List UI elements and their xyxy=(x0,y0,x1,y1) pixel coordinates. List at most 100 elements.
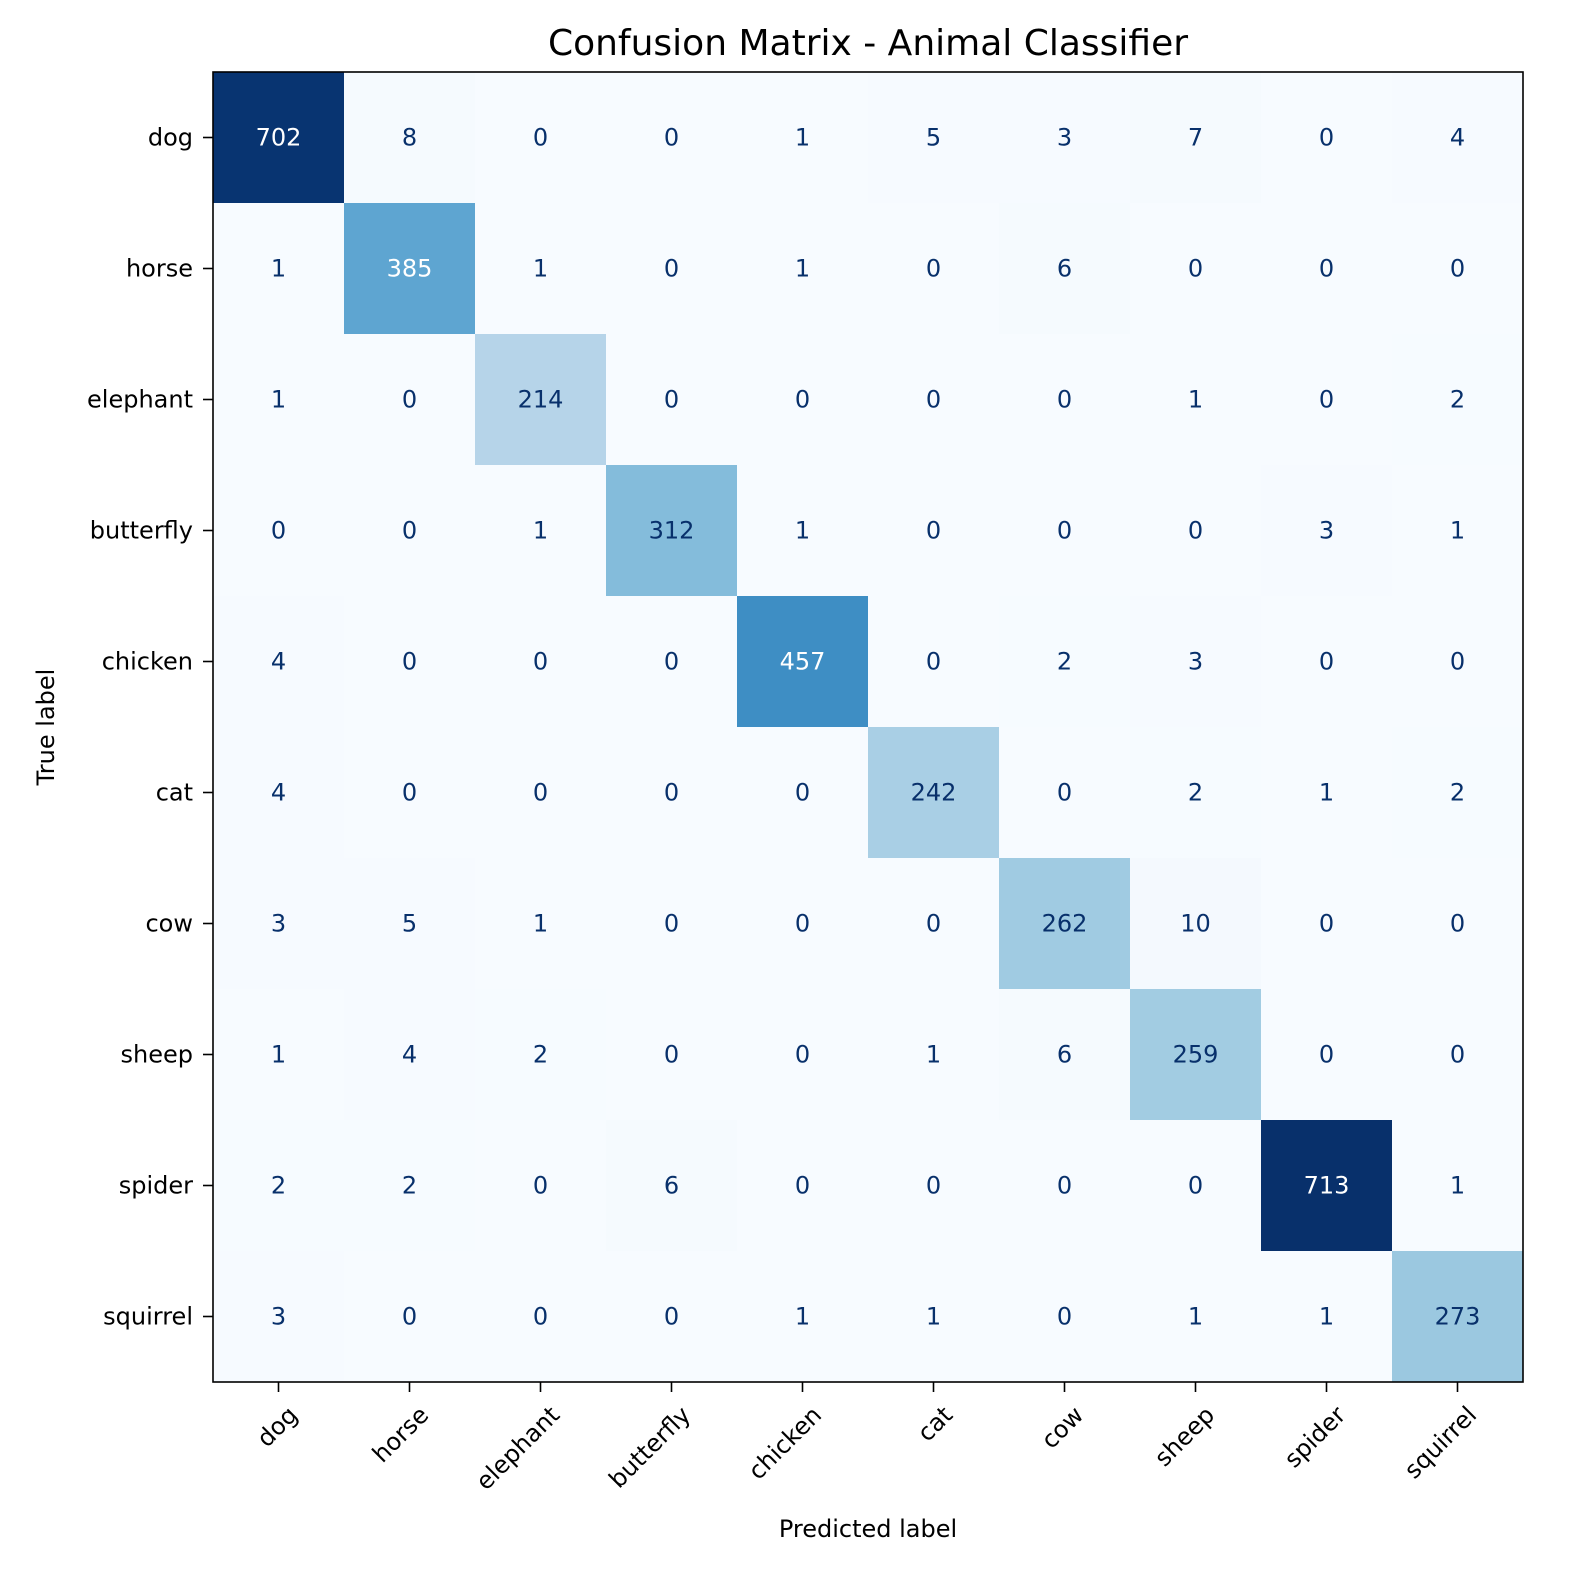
cell-value-label: 1 xyxy=(795,517,810,545)
cell-value-label: 0 xyxy=(664,779,679,807)
cell-value-label: 312 xyxy=(649,517,695,545)
heatmap-cell-cat-butterfly xyxy=(606,727,738,859)
cell-value-label: 0 xyxy=(1450,255,1465,283)
cell-value-label: 0 xyxy=(1319,386,1334,414)
heatmap-cell-chicken-chicken xyxy=(737,596,869,728)
heatmap-cell-chicken-squirrel xyxy=(1392,596,1524,728)
cell-value-label: 0 xyxy=(926,517,941,545)
cell-value-label: 0 xyxy=(402,648,417,676)
heatmap-cell-cat-sheep xyxy=(1130,727,1262,859)
cell-value-label: 0 xyxy=(1319,910,1334,938)
cell-value-label: 0 xyxy=(795,386,810,414)
x-tick-label-spider: spider xyxy=(1279,1401,1351,1473)
cell-value-label: 1 xyxy=(926,1041,941,1069)
cell-value-label: 0 xyxy=(664,386,679,414)
cell-value-label: 0 xyxy=(1057,386,1072,414)
cell-value-label: 214 xyxy=(518,386,564,414)
heatmap-cell-squirrel-chicken xyxy=(737,1251,869,1383)
heatmap-cells xyxy=(213,72,1524,1383)
heatmap-cell-cow-chicken xyxy=(737,858,869,990)
heatmap-cell-horse-horse xyxy=(344,203,476,335)
heatmap-cell-spider-squirrel xyxy=(1392,1120,1524,1252)
heatmap-cell-cow-spider xyxy=(1261,858,1393,990)
cell-value-label: 1 xyxy=(1319,779,1334,807)
y-tick-label-horse: horse xyxy=(126,255,193,283)
x-tick-label-squirrel: squirrel xyxy=(1399,1401,1482,1484)
heatmap-cell-squirrel-horse xyxy=(344,1251,476,1383)
y-axis-label: True label xyxy=(32,669,60,787)
cell-value-labels: 702 8 0 0 1 5 3 7 0 41 385 1 0 1 0 6 0 0 01 0 214 0 0 0 0 1 0 20 0 1 3… xyxy=(256,124,1481,1331)
cell-value-label: 6 xyxy=(664,1172,679,1200)
cell-value-label: 0 xyxy=(402,517,417,545)
heatmap-cell-chicken-sheep xyxy=(1130,596,1262,728)
heatmap-cell-squirrel-dog xyxy=(213,1251,345,1383)
cell-value-label: 0 xyxy=(664,648,679,676)
cell-value-label: 2 xyxy=(1057,648,1072,676)
heatmap-cell-cow-horse xyxy=(344,858,476,990)
heatmap-cell-sheep-cat xyxy=(868,989,1000,1121)
cell-value-label: 273 xyxy=(1435,1303,1481,1331)
x-tick-label-dog: dog xyxy=(251,1401,303,1453)
y-tick-label-elephant: elephant xyxy=(87,386,193,414)
heatmap-cell-sheep-spider xyxy=(1261,989,1393,1121)
cell-value-label: 3 xyxy=(1057,124,1072,152)
heatmap-cell-cow-butterfly xyxy=(606,858,738,990)
heatmap-cell-chicken-cow xyxy=(999,596,1131,728)
cell-value-label: 6 xyxy=(1057,255,1072,283)
heatmap-cell-chicken-cat xyxy=(868,596,1000,728)
y-tick-label-butterfly: butterfly xyxy=(90,517,193,545)
cell-value-label: 0 xyxy=(1057,779,1072,807)
cell-value-label: 2 xyxy=(271,1172,286,1200)
y-axis-ticks: dog horse elephant butterfly chicken cat cow sh… xyxy=(87,124,213,1331)
heatmap-cell-sheep-dog xyxy=(213,989,345,1121)
cell-value-label: 0 xyxy=(926,910,941,938)
cell-value-label: 0 xyxy=(533,648,548,676)
heatmap-cell-spider-elephant xyxy=(475,1120,607,1252)
heatmap-cell-cow-sheep xyxy=(1130,858,1262,990)
heatmap-cell-dog-squirrel xyxy=(1392,72,1524,204)
cell-value-label: 1 xyxy=(795,124,810,152)
heatmap-cell-horse-squirrel xyxy=(1392,203,1524,335)
cell-value-label: 0 xyxy=(926,1172,941,1200)
heatmap-cell-dog-horse xyxy=(344,72,476,204)
cell-value-label: 0 xyxy=(271,517,286,545)
heatmap-cell-elephant-dog xyxy=(213,334,345,466)
cell-value-label: 262 xyxy=(1042,910,1088,938)
heatmap-cell-chicken-elephant xyxy=(475,596,607,728)
heatmap-cell-chicken-spider xyxy=(1261,596,1393,728)
cell-value-label: 8 xyxy=(402,124,417,152)
heatmap-cell-elephant-chicken xyxy=(737,334,869,466)
cell-value-label: 0 xyxy=(664,255,679,283)
cell-value-label: 0 xyxy=(1319,648,1334,676)
x-tick-label-cow: cow xyxy=(1036,1401,1089,1454)
heatmap-cell-spider-sheep xyxy=(1130,1120,1262,1252)
cell-value-label: 385 xyxy=(387,255,433,283)
cell-value-label: 6 xyxy=(1057,1041,1072,1069)
heatmap-cell-sheep-cow xyxy=(999,989,1131,1121)
cell-value-label: 1 xyxy=(271,386,286,414)
cell-value-label: 4 xyxy=(271,648,286,676)
cell-value-label: 2 xyxy=(1450,779,1465,807)
y-tick-label-chicken: chicken xyxy=(102,648,193,676)
heatmap-cell-spider-dog xyxy=(213,1120,345,1252)
cell-value-label: 0 xyxy=(664,1303,679,1331)
heatmap-cell-squirrel-sheep xyxy=(1130,1251,1262,1383)
cell-value-label: 0 xyxy=(1057,1172,1072,1200)
cell-value-label: 0 xyxy=(795,1172,810,1200)
cell-value-label: 7 xyxy=(1188,124,1203,152)
heatmap-cell-elephant-sheep xyxy=(1130,334,1262,466)
heatmap-cell-horse-chicken xyxy=(737,203,869,335)
heatmap-cell-cat-chicken xyxy=(737,727,869,859)
chart-title: Confusion Matrix - Animal Classifier xyxy=(548,23,1188,64)
cell-value-label: 2 xyxy=(1188,779,1203,807)
heatmap-cell-cat-elephant xyxy=(475,727,607,859)
cell-value-label: 1 xyxy=(533,910,548,938)
heatmap-cell-butterfly-chicken xyxy=(737,465,869,597)
heatmap-cell-elephant-cow xyxy=(999,334,1131,466)
heatmap-cell-butterfly-cat xyxy=(868,465,1000,597)
cell-value-label: 0 xyxy=(664,1041,679,1069)
heatmap-cell-dog-spider xyxy=(1261,72,1393,204)
heatmap-cell-dog-chicken xyxy=(737,72,869,204)
cell-value-label: 0 xyxy=(664,910,679,938)
y-tick-label-squirrel: squirrel xyxy=(103,1303,193,1331)
